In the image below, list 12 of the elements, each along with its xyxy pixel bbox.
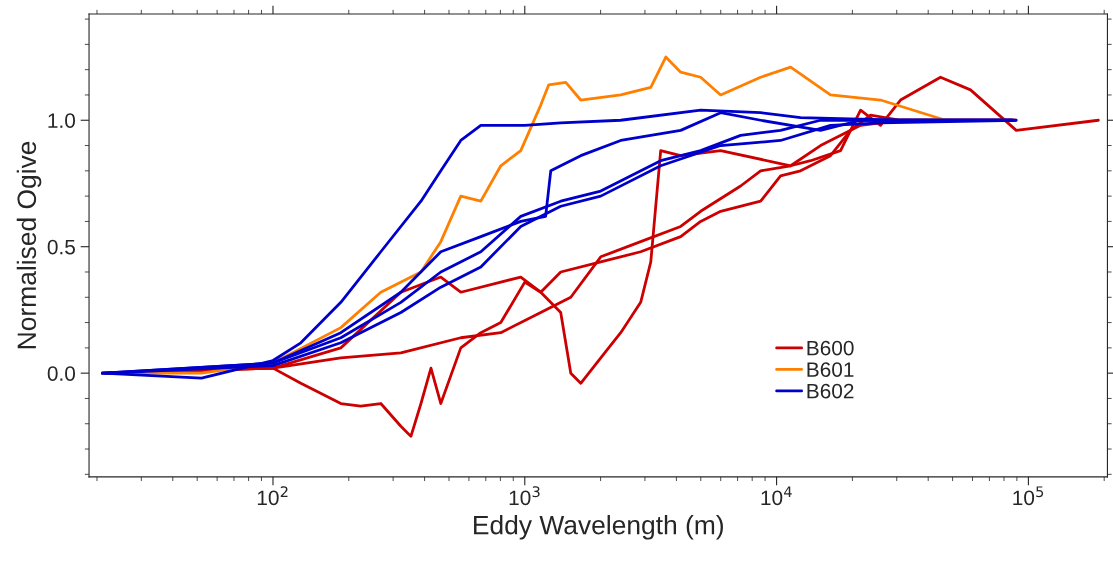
x-tick-label: 10$^{3}$ [509,486,540,506]
legend-label: B601 [807,362,854,377]
x-tick-label: 10$^{2}$ [257,486,288,506]
legend-label: B600 [807,340,854,356]
x-tick-label: 10$^{4}$ [761,486,792,506]
x-axis-title: Eddy Wavelength (m) [474,515,723,540]
y-tick-label: 0.5 [47,239,75,255]
y-tick-label: 0.0 [47,366,76,381]
legend-label: B602 [807,383,854,399]
y-tick-label: 1.0 [48,113,76,128]
x-tick-label: 10$^{5}$ [1013,486,1044,506]
y-axis-title: Normalised Ogive [16,141,42,349]
